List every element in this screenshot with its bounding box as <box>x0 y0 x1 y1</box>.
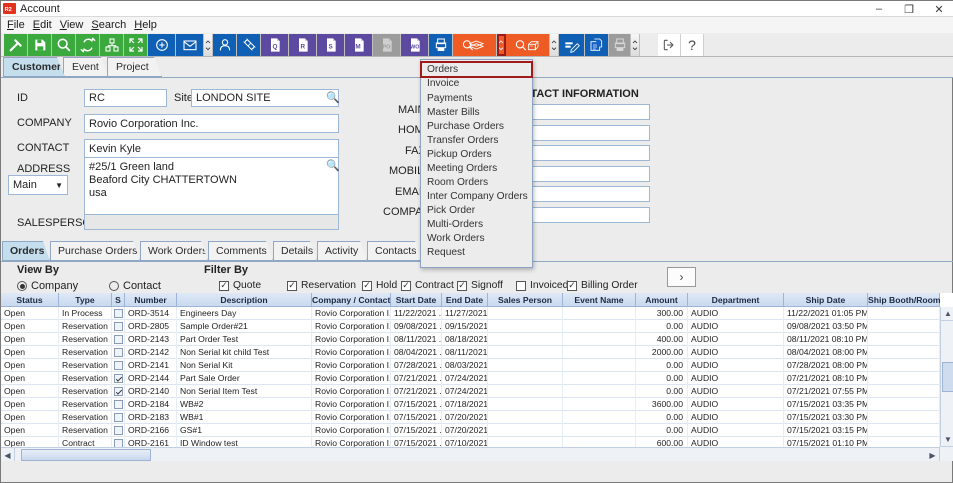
svg-text:WO: WO <box>410 44 419 50</box>
svg-text:R: R <box>300 44 305 51</box>
svg-text:PO: PO <box>382 45 391 51</box>
svg-text:Q: Q <box>272 44 277 51</box>
svg-text:R2: R2 <box>5 7 12 13</box>
svg-text:M: M <box>355 44 360 51</box>
svg-text:S: S <box>328 44 332 51</box>
